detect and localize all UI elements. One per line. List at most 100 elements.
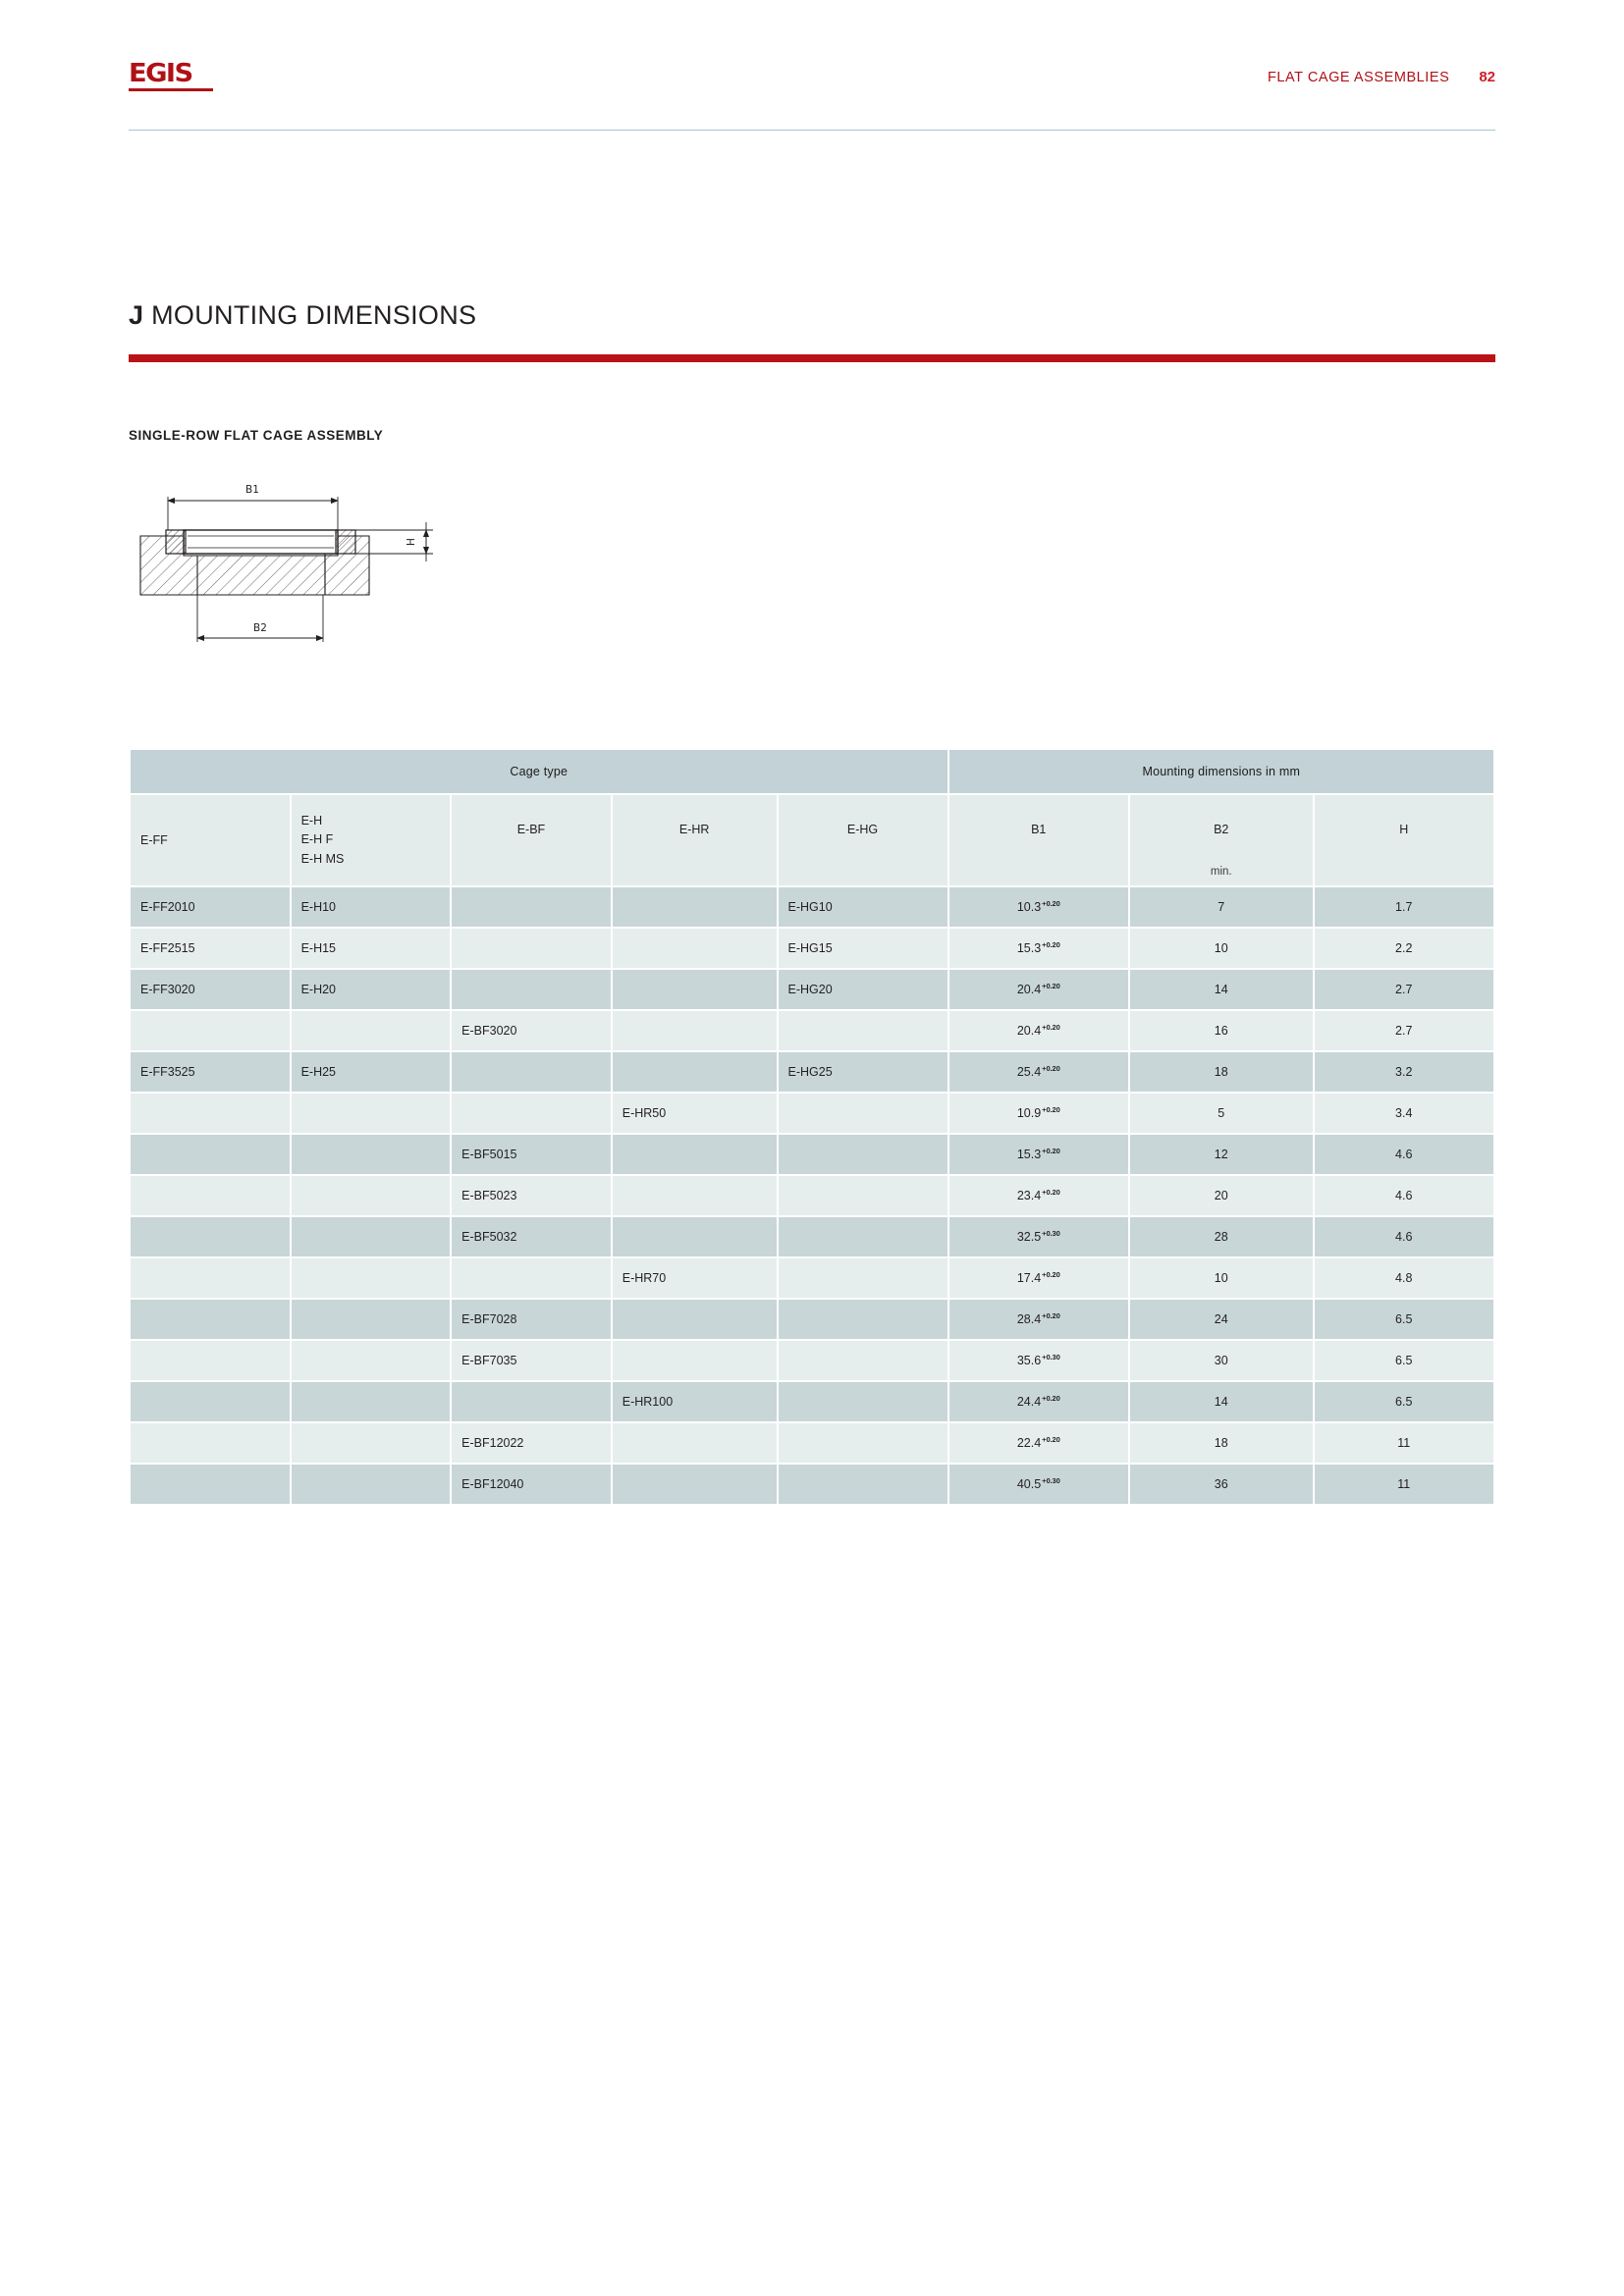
col-header-e-h-line1: E-H <box>300 813 323 828</box>
cell-b1: 35.6+0.30 <box>948 1341 1128 1380</box>
section-accent-bar <box>129 354 1495 362</box>
b1-value: 32.5 <box>1016 1230 1042 1245</box>
cell-e-bf <box>452 1382 611 1421</box>
cell-e-h <box>291 1217 451 1256</box>
cell-e-hg <box>778 1135 947 1174</box>
col-header-e-h-line2: E-H F <box>300 832 334 847</box>
mounting-dimensions-table-wrap: Cage type Mounting dimensions in mm E-FF… <box>129 748 1495 1506</box>
col-header-e-h: E-H E-H F E-H MS <box>291 795 451 885</box>
cell-e-h <box>291 1176 451 1215</box>
cell-h: 11 <box>1314 1465 1493 1504</box>
cell-b2: 20 <box>1129 1176 1313 1215</box>
table-row: E-BF5015 15.3+0.20 12 4.6 <box>131 1135 1493 1174</box>
egis-logo: EGIS <box>129 61 213 97</box>
cell-e-bf: E-BF5015 <box>452 1135 611 1174</box>
b1-value: 15.3 <box>1016 1148 1042 1162</box>
cell-e-hg: E-HG10 <box>778 887 947 927</box>
table-row: E-BF12022 22.4+0.20 18 11 <box>131 1423 1493 1463</box>
b1-tolerance: +0.20 <box>1042 899 1060 909</box>
table-row: E-BF5023 23.4+0.20 20 4.6 <box>131 1176 1493 1215</box>
cell-b1: 32.5+0.30 <box>948 1217 1128 1256</box>
col-header-b1: B1 <box>948 795 1128 885</box>
table-group-header-row: Cage type Mounting dimensions in mm <box>131 750 1493 793</box>
cell-e-bf <box>452 1258 611 1298</box>
cell-e-bf <box>452 929 611 968</box>
cell-h: 4.6 <box>1314 1135 1493 1174</box>
cell-b2: 30 <box>1129 1341 1313 1380</box>
cell-e-hr: E-HR50 <box>612 1094 777 1133</box>
cell-e-hg <box>778 1465 947 1504</box>
cell-e-h <box>291 1382 451 1421</box>
cell-b1: 15.3+0.20 <box>948 929 1128 968</box>
cell-e-ff <box>131 1135 290 1174</box>
cell-e-hr <box>612 1217 777 1256</box>
cell-e-hg: E-HG20 <box>778 970 947 1009</box>
cell-e-ff <box>131 1465 290 1504</box>
b1-value: 10.3 <box>1016 900 1042 915</box>
b1-tolerance: +0.20 <box>1042 982 1060 991</box>
b1-tolerance: +0.20 <box>1042 1023 1060 1033</box>
table-row: E-FF2010 E-H10 E-HG10 10.3+0.20 7 1.7 <box>131 887 1493 927</box>
page-header: EGIS FLAT CAGE ASSEMBLIES 82 <box>129 61 1495 122</box>
mounting-dimensions-table: Cage type Mounting dimensions in mm E-FF… <box>129 748 1495 1506</box>
cell-e-h <box>291 1011 451 1050</box>
cell-h: 2.2 <box>1314 929 1493 968</box>
cell-b2: 14 <box>1129 970 1313 1009</box>
cell-e-bf: E-BF3020 <box>452 1011 611 1050</box>
b1-tolerance: +0.20 <box>1042 1435 1060 1445</box>
cell-b1: 24.4+0.20 <box>948 1382 1128 1421</box>
table-row: E-FF2515 E-H15 E-HG15 15.3+0.20 10 2.2 <box>131 929 1493 968</box>
cell-e-hg <box>778 1382 947 1421</box>
cell-e-hg <box>778 1176 947 1215</box>
b1-value: 17.4 <box>1016 1271 1042 1286</box>
b1-value: 22.4 <box>1016 1436 1042 1451</box>
cell-e-h: E-H15 <box>291 929 451 968</box>
table-row: E-HR50 10.9+0.20 5 3.4 <box>131 1094 1493 1133</box>
cell-e-h <box>291 1423 451 1463</box>
group-header-mounting-dimensions: Mounting dimensions in mm <box>948 750 1493 793</box>
cell-b2: 7 <box>1129 887 1313 927</box>
cell-h: 2.7 <box>1314 1011 1493 1050</box>
table-row: E-BF7028 28.4+0.20 24 6.5 <box>131 1300 1493 1339</box>
cell-e-bf: E-BF5032 <box>452 1217 611 1256</box>
col-header-b2: B2 min. <box>1129 795 1313 885</box>
b1-value: 20.4 <box>1016 1024 1042 1039</box>
cell-e-ff: E-FF2515 <box>131 929 290 968</box>
cell-b1: 10.9+0.20 <box>948 1094 1128 1133</box>
cell-b1: 17.4+0.20 <box>948 1258 1128 1298</box>
cell-e-hg <box>778 1258 947 1298</box>
dimension-h <box>338 522 433 561</box>
b1-value: 23.4 <box>1016 1189 1042 1203</box>
dimension-b2 <box>196 595 324 642</box>
cell-e-bf: E-BF12022 <box>452 1423 611 1463</box>
cell-b1: 28.4+0.20 <box>948 1300 1128 1339</box>
cell-e-hr <box>612 1465 777 1504</box>
cell-e-hg: E-HG25 <box>778 1052 947 1092</box>
cell-e-h <box>291 1300 451 1339</box>
dimension-b2-label: B2 <box>253 622 267 634</box>
cell-b1: 23.4+0.20 <box>948 1176 1128 1215</box>
b1-value: 20.4 <box>1016 983 1042 997</box>
cell-e-hr <box>612 1052 777 1092</box>
cell-e-hg <box>778 1423 947 1463</box>
cell-e-hr <box>612 1135 777 1174</box>
subtitle: SINGLE-ROW FLAT CAGE ASSEMBLY <box>129 428 384 443</box>
page-number: 82 <box>1479 69 1495 85</box>
cell-b2: 12 <box>1129 1135 1313 1174</box>
cell-e-bf <box>452 1052 611 1092</box>
cell-b2: 24 <box>1129 1300 1313 1339</box>
cell-b1: 40.5+0.30 <box>948 1465 1128 1504</box>
table-row: E-HR100 24.4+0.20 14 6.5 <box>131 1382 1493 1421</box>
cell-e-ff: E-FF2010 <box>131 887 290 927</box>
b1-tolerance: +0.20 <box>1042 1188 1060 1198</box>
cell-e-ff <box>131 1341 290 1380</box>
col-header-e-hr: E-HR <box>612 795 777 885</box>
dimension-b1-label: B1 <box>245 484 259 496</box>
b1-value: 24.4 <box>1016 1395 1042 1410</box>
table-row: E-BF12040 40.5+0.30 36 11 <box>131 1465 1493 1504</box>
b1-value: 35.6 <box>1016 1354 1042 1368</box>
cell-e-bf: E-BF7035 <box>452 1341 611 1380</box>
cell-e-hr <box>612 1300 777 1339</box>
logo-wordmark: EGIS <box>129 59 193 88</box>
cell-b2: 5 <box>1129 1094 1313 1133</box>
